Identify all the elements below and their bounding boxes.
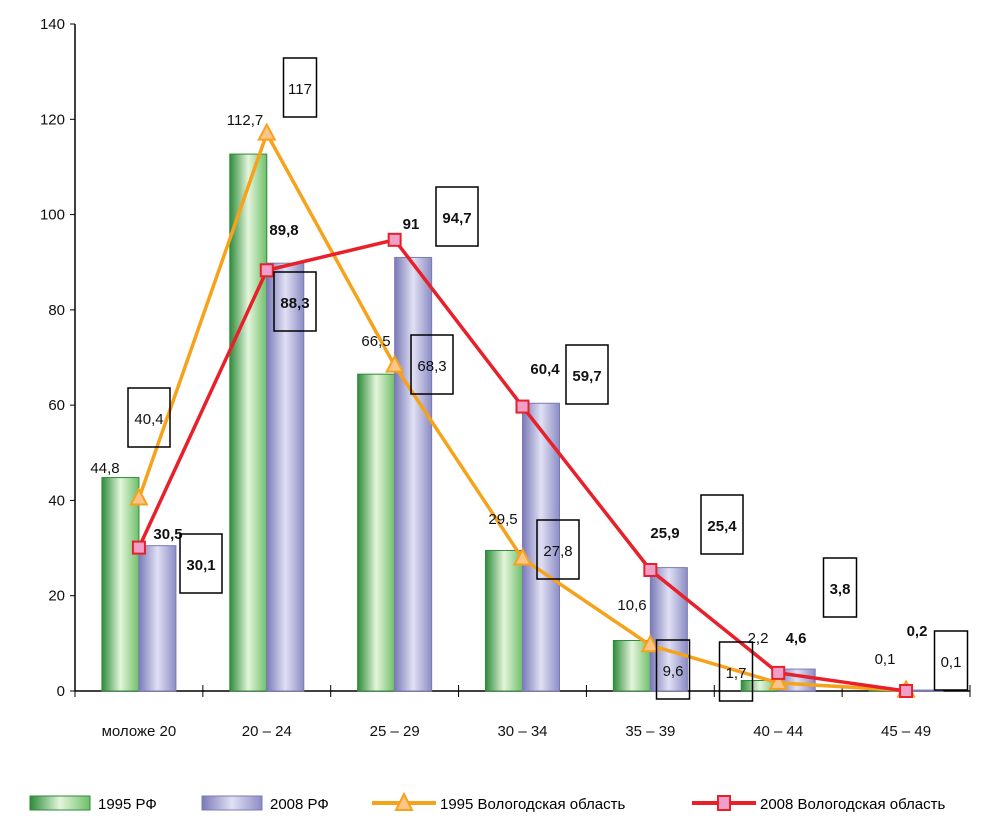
data-label: 89,8 — [269, 222, 298, 239]
marker-1995-vologda — [512, 547, 533, 566]
data-label: 0,2 — [907, 623, 928, 640]
data-label-box — [127, 387, 171, 448]
bar-2008-rf — [394, 256, 433, 692]
y-tick-label: 0 — [57, 683, 65, 700]
data-label: 44,8 — [90, 460, 119, 477]
bar-1995-rf — [101, 477, 140, 692]
legend-label-2008-rf: 2008 РФ — [270, 796, 329, 813]
data-label: 112,7 — [227, 112, 263, 129]
data-label-box — [655, 639, 691, 700]
data-label-box — [282, 57, 318, 118]
legend-label-1995-vologda: 1995 Вологодская область — [440, 796, 625, 813]
x-tick-label: 40 – 44 — [753, 723, 803, 740]
legend-swatch-2008-rf — [201, 795, 263, 811]
bar-1995-rf — [485, 549, 523, 692]
data-label: 9,6 — [663, 663, 684, 680]
data-label: 10,6 — [617, 597, 646, 614]
y-tick-label: 140 — [40, 16, 65, 33]
legend-label-1995-rf: 1995 РФ — [98, 796, 157, 813]
marker-2008-vologda — [771, 665, 786, 680]
bar-2008-rf — [138, 545, 177, 692]
x-tick-label: 35 – 39 — [625, 723, 675, 740]
marker-2008-vologda — [259, 263, 274, 278]
data-label-box — [536, 519, 580, 580]
data-label-box — [565, 344, 609, 405]
data-label: 29,5 — [488, 511, 517, 528]
marker-1995-vologda — [640, 634, 661, 653]
x-tick-label: 30 – 34 — [497, 723, 547, 740]
data-label: 30,1 — [186, 557, 215, 574]
x-tick-label: 45 – 49 — [881, 723, 931, 740]
y-tick-label: 80 — [48, 302, 65, 319]
data-label: 40,4 — [134, 411, 163, 428]
bar-2008-rf — [266, 262, 305, 692]
marker-1995-vologda — [129, 487, 149, 506]
bar-1995-rf — [229, 153, 268, 692]
y-tick-label: 20 — [48, 588, 65, 605]
data-label: 4,6 — [786, 630, 807, 647]
data-label-box — [273, 271, 317, 332]
bar-2008-rf — [522, 402, 560, 692]
chart-plot: 0 20 40 60 80 100 120 140 моложе 20 20 – 24 25 – 2… — [40, 16, 971, 740]
data-label: 117 — [288, 81, 312, 98]
data-label-box — [718, 641, 754, 702]
x-tick-label: 25 – 29 — [370, 723, 420, 740]
data-label-box — [700, 494, 744, 555]
y-tick-label: 40 — [48, 492, 65, 509]
y-tick-label: 60 — [48, 397, 65, 414]
x-tick-label: 20 – 24 — [242, 723, 292, 740]
data-label: 88,3 — [280, 295, 309, 312]
data-label: 0,1 — [941, 654, 962, 671]
marker-1995-vologda — [384, 354, 405, 373]
legend-label-2008-vologda: 2008 Вологодская область — [760, 796, 945, 813]
data-label-box — [435, 186, 479, 247]
data-label: 66,5 — [361, 333, 390, 350]
data-label: 3,8 — [830, 581, 851, 598]
x-tick-label: моложе 20 — [102, 723, 177, 740]
data-label: 91 — [403, 216, 420, 233]
marker-2008-vologda — [387, 232, 402, 247]
data-label: 30,5 — [153, 526, 182, 543]
data-label-box — [933, 630, 969, 691]
y-tick-label: 120 — [40, 111, 65, 128]
legend-triangle-icon — [394, 791, 414, 811]
data-label: 60,4 — [530, 361, 560, 378]
data-label: 59,7 — [572, 368, 601, 385]
data-label-box — [822, 557, 858, 618]
data-label: 1,7 — [726, 665, 747, 682]
marker-2008-vologda — [515, 399, 530, 414]
data-label: 0,1 — [875, 651, 896, 668]
legend: 1995 РФ 2008 РФ 1995 Вологодская область… — [0, 791, 1000, 816]
data-label-box — [179, 533, 223, 594]
marker-1995-vologda — [768, 671, 788, 690]
data-label-box — [410, 334, 454, 395]
marker-2008-vologda — [131, 540, 146, 555]
data-label: 25,9 — [650, 525, 679, 542]
data-label: 25,4 — [707, 518, 737, 535]
legend-square-icon — [717, 795, 731, 811]
data-label: 27,8 — [543, 543, 572, 560]
bar-1995-rf — [357, 373, 396, 692]
marker-2008-vologda — [899, 684, 914, 698]
y-tick-label: 100 — [40, 207, 65, 224]
data-label: 68,3 — [417, 358, 446, 375]
marker-1995-vologda — [257, 122, 277, 141]
data-label: 2,2 — [748, 630, 769, 647]
marker-2008-vologda — [643, 562, 658, 577]
data-label: 94,7 — [442, 210, 471, 227]
legend-swatch-1995-rf — [29, 795, 91, 811]
